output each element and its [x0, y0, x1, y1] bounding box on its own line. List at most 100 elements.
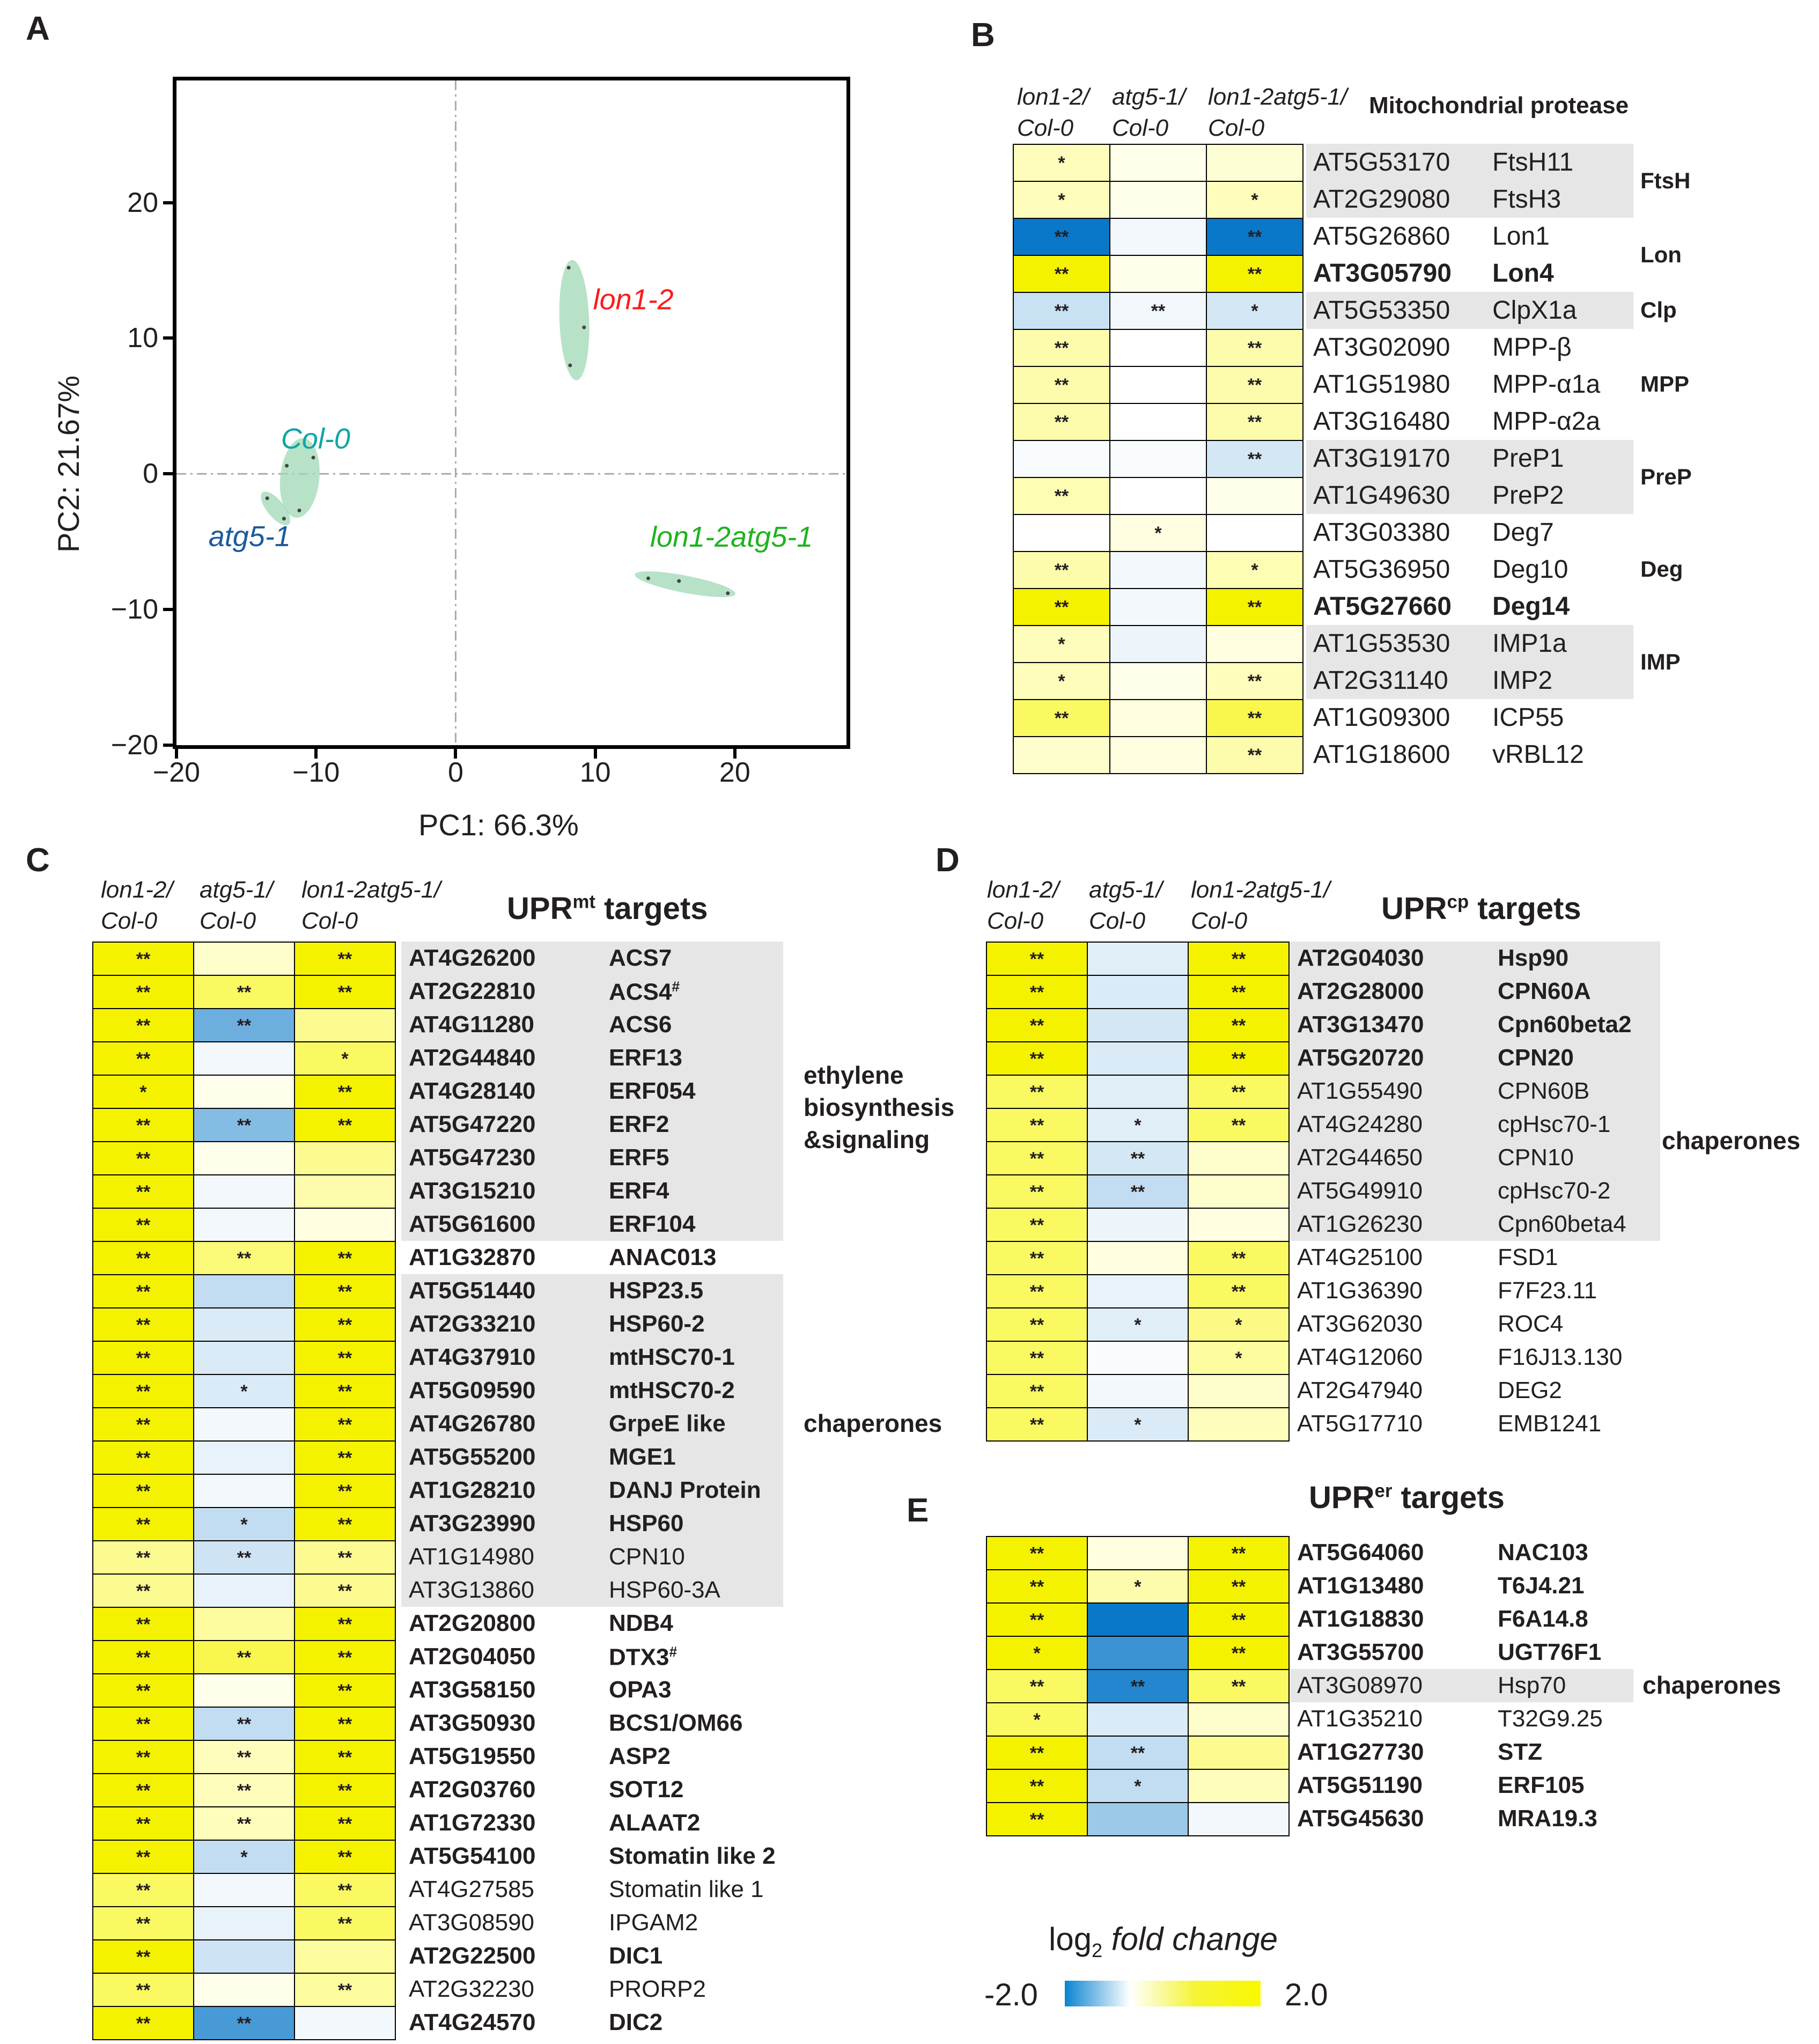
significance-mark: **	[1231, 1049, 1246, 1069]
significance-mark: **	[337, 1514, 352, 1535]
gene-name: SOT12	[609, 1778, 683, 1802]
heatmap-cell-at1g53530-1	[1109, 625, 1207, 663]
scale-min-label: -2.0	[984, 1977, 1038, 2012]
gene-name-text: HSP60-2	[609, 1311, 705, 1337]
gene-id: AT3G55700	[1297, 1639, 1424, 1665]
gene-name: Deg7	[1492, 519, 1554, 546]
significance-mark: **	[337, 1648, 352, 1668]
gene-id: AT4G37910	[409, 1344, 536, 1370]
heatmap-cell-at5g19550-0: **	[92, 1740, 194, 1774]
heatmap-cell-at4g12060-2: *	[1188, 1341, 1290, 1375]
heatmap-cell-at3g08590-1	[193, 1906, 295, 1940]
gene-id: AT2G28000	[1297, 978, 1424, 1004]
gene-name: NDB4	[609, 1612, 673, 1635]
heatmap-cell-at5g55200-2: **	[294, 1440, 396, 1475]
significance-mark: **	[136, 1814, 151, 1834]
heatmap-cell-at4g26780-0: **	[92, 1407, 194, 1442]
heatmap-cell-at1g72330-2: **	[294, 1806, 396, 1841]
heatmap-cell-at1g32870-0: **	[92, 1241, 194, 1275]
significance-mark: **	[1054, 338, 1069, 358]
gene-name-text: Deg14	[1492, 592, 1570, 621]
gene-name-text: SOT12	[609, 1776, 684, 1803]
row-group-shading	[401, 1274, 783, 1607]
significance-mark: **	[337, 1747, 352, 1768]
row-group-shading	[1306, 144, 1633, 218]
heatmap-cell-at3g08590-2: **	[294, 1906, 396, 1940]
significance-mark: *	[139, 1082, 147, 1102]
gene-name: MPP-α1a	[1492, 371, 1600, 398]
heatmap-cell-at4g37910-1	[193, 1341, 295, 1375]
gene-id: AT3G50930	[409, 1710, 536, 1736]
heatmap-cell-at2g44650-1: **	[1087, 1141, 1189, 1175]
pca-y-tick-mark	[163, 744, 173, 747]
significance-mark: *	[1033, 1710, 1041, 1730]
gene-name: CPN60B	[1498, 1079, 1589, 1103]
heatmap-cell-at5g17710-0: **	[986, 1407, 1088, 1442]
gene-name-text: DANJ Protein	[609, 1477, 761, 1503]
heatmap-cell-at2g44650-0: **	[986, 1141, 1088, 1175]
significance-mark: **	[337, 1282, 352, 1302]
heatmap-cell-at5g09590-0: **	[92, 1374, 194, 1408]
gene-name: ROC4	[1498, 1312, 1563, 1336]
heatmap-cell-at3g55700-1	[1087, 1636, 1189, 1670]
gene-name: CPN60A	[1498, 980, 1591, 1003]
heatmap-cell-at2g29080-0: *	[1013, 181, 1110, 219]
significance-mark: *	[240, 1381, 248, 1402]
col-header-line2: Col-0	[987, 908, 1044, 934]
significance-mark: **	[1247, 597, 1262, 617]
pca-group-label-lon1-2: lon1-2	[593, 284, 674, 316]
heatmap-cell-at2g22810-2: **	[294, 975, 396, 1009]
significance-mark: *	[1235, 1315, 1242, 1335]
heatmap-cell-at2g29080-2: *	[1206, 181, 1304, 219]
significance-mark: **	[136, 1980, 151, 2001]
gene-id: AT5G55200	[409, 1444, 536, 1470]
heatmap-cell-at3g08970-1: **	[1087, 1669, 1189, 1703]
pca-plot: lon1-2 Col-0 atg5-1 lon1-2atg5-1	[173, 77, 850, 749]
significance-mark: **	[1029, 1115, 1044, 1136]
significance-mark: **	[1231, 982, 1246, 1003]
pca-point-atg5-1-1	[282, 517, 286, 521]
significance-mark: **	[337, 1548, 352, 1568]
group-label-mpp: MPP	[1640, 370, 1689, 399]
gene-name-text: MPP-α2a	[1492, 407, 1601, 436]
col-header-line1: atg5-1/	[200, 877, 273, 903]
significance-mark: *	[1134, 1776, 1142, 1797]
gene-id: AT3G08590	[409, 1909, 535, 1936]
heatmap-cell-at1g36390-2: **	[1188, 1274, 1290, 1308]
significance-mark: **	[337, 1814, 352, 1834]
heatmap-cell-at1g13480-0: **	[986, 1569, 1088, 1604]
group-label-line: chaperones	[804, 1409, 942, 1438]
gene-name-text: T6J4.21	[1498, 1572, 1585, 1599]
gene-id: AT5G27660	[1313, 592, 1452, 621]
gene-name-text: ERF13	[609, 1045, 682, 1071]
significance-mark: **	[1029, 1677, 1044, 1697]
gene-name: Lon1	[1492, 223, 1550, 249]
gene-id: AT3G62030	[1297, 1311, 1423, 1337]
significance-mark: *	[1134, 1315, 1142, 1335]
pca-point-atg5-1-0	[265, 496, 269, 501]
heatmap-cell-at2g22500-0: **	[92, 1939, 194, 1974]
col-header-panel_d-1: atg5-1/Col-0	[1089, 874, 1162, 937]
gene-name-text: IMP2	[1492, 666, 1553, 695]
gene-name-text: ICP55	[1492, 703, 1564, 732]
heatmap-cell-at3g23990-2: **	[294, 1507, 396, 1541]
gene-name: STZ	[1498, 1740, 1542, 1764]
panel-label-c: C	[26, 842, 50, 879]
heatmap-cell-at3g02090-0: **	[1013, 329, 1110, 367]
gene-id: AT1G55490	[1297, 1078, 1423, 1104]
significance-mark: **	[1029, 1049, 1044, 1069]
group-label-ethylene: ethylene biosynthesis &signaling	[804, 1060, 954, 1156]
pca-x-tick-mark	[314, 749, 318, 759]
heatmap-cell-at5g27660-2: **	[1206, 588, 1304, 626]
heatmap-cell-at1g53530-2	[1206, 625, 1304, 663]
gene-name: Cpn60beta2	[1498, 1013, 1631, 1036]
significance-mark: **	[1054, 375, 1069, 395]
significance-mark: *	[1058, 671, 1065, 692]
gene-name-text: NDB4	[609, 1610, 673, 1636]
significance-mark: **	[136, 1614, 151, 1635]
gene-id: AT5G54100	[409, 1843, 536, 1869]
heatmap-cell-at1g26230-1	[1087, 1208, 1189, 1242]
gene-id: AT3G02090	[1313, 333, 1450, 362]
pca-y-tick-label: −10	[111, 594, 158, 626]
significance-mark: **	[337, 1381, 352, 1402]
